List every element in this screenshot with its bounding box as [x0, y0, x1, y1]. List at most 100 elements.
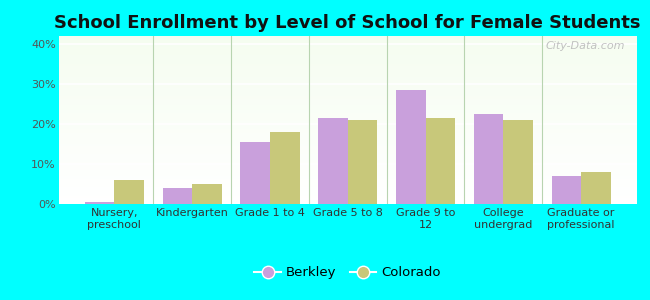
- Text: City-Data.com: City-Data.com: [546, 41, 625, 51]
- Bar: [58, 51, 637, 52]
- Bar: [58, 74, 637, 75]
- Title: School Enrollment by Level of School for Female Students: School Enrollment by Level of School for…: [55, 14, 641, 32]
- Bar: [58, 141, 637, 142]
- Bar: [58, 85, 637, 86]
- Bar: [503, 120, 533, 204]
- Bar: [58, 107, 637, 108]
- Bar: [581, 172, 611, 204]
- Bar: [396, 90, 426, 204]
- Bar: [58, 77, 637, 78]
- Bar: [58, 126, 637, 127]
- Bar: [58, 124, 637, 125]
- Bar: [58, 175, 637, 176]
- Bar: [58, 140, 637, 141]
- Bar: [58, 88, 637, 89]
- Bar: [58, 92, 637, 93]
- Bar: [58, 56, 637, 57]
- Bar: [58, 139, 637, 140]
- Bar: [58, 196, 637, 197]
- Bar: [58, 156, 637, 157]
- Bar: [58, 64, 637, 65]
- Bar: [58, 186, 637, 187]
- Bar: [58, 68, 637, 69]
- Bar: [58, 146, 637, 147]
- Bar: [58, 136, 637, 137]
- Bar: [58, 71, 637, 72]
- Bar: [58, 85, 637, 86]
- Bar: [192, 184, 222, 204]
- Bar: [58, 152, 637, 153]
- Bar: [58, 122, 637, 123]
- Bar: [58, 100, 637, 101]
- Bar: [58, 41, 637, 42]
- Bar: [58, 90, 637, 91]
- Bar: [58, 49, 637, 50]
- Bar: [58, 173, 637, 174]
- Bar: [58, 202, 637, 203]
- Bar: [58, 125, 637, 126]
- Bar: [318, 118, 348, 204]
- Bar: [58, 130, 637, 131]
- Bar: [58, 70, 637, 71]
- Bar: [58, 195, 637, 196]
- Bar: [58, 194, 637, 195]
- Bar: [58, 79, 637, 80]
- Bar: [58, 188, 637, 189]
- Bar: [58, 169, 637, 170]
- Bar: [58, 169, 637, 170]
- Bar: [58, 171, 637, 172]
- Bar: [58, 181, 637, 182]
- Bar: [58, 150, 637, 151]
- Bar: [58, 123, 637, 124]
- Bar: [58, 200, 637, 201]
- Bar: [58, 61, 637, 62]
- Bar: [426, 118, 455, 204]
- Bar: [58, 99, 637, 100]
- Bar: [58, 72, 637, 73]
- Bar: [58, 190, 637, 191]
- Bar: [58, 184, 637, 185]
- Bar: [58, 80, 637, 81]
- Bar: [58, 95, 637, 96]
- Bar: [58, 75, 637, 76]
- Bar: [58, 94, 637, 95]
- Bar: [58, 168, 637, 169]
- Bar: [58, 142, 637, 143]
- Bar: [58, 192, 637, 193]
- Bar: [58, 116, 637, 117]
- Bar: [58, 189, 637, 190]
- Bar: [58, 93, 637, 94]
- Bar: [58, 182, 637, 183]
- Legend: Berkley, Colorado: Berkley, Colorado: [249, 261, 447, 285]
- Bar: [58, 40, 637, 41]
- Bar: [58, 44, 637, 45]
- Bar: [58, 45, 637, 46]
- Bar: [58, 167, 637, 168]
- Bar: [58, 118, 637, 119]
- Bar: [58, 83, 637, 84]
- Bar: [58, 112, 637, 113]
- Bar: [58, 128, 637, 129]
- Bar: [58, 164, 637, 165]
- Bar: [58, 133, 637, 134]
- Bar: [58, 98, 637, 99]
- Bar: [58, 65, 637, 66]
- Bar: [58, 89, 637, 90]
- Bar: [58, 166, 637, 167]
- Bar: [58, 91, 637, 92]
- Bar: [58, 50, 637, 51]
- Bar: [58, 183, 637, 184]
- Bar: [58, 138, 637, 139]
- Bar: [58, 129, 637, 130]
- Bar: [58, 199, 637, 200]
- Bar: [270, 132, 300, 204]
- Bar: [58, 177, 637, 178]
- Bar: [58, 158, 637, 159]
- Bar: [348, 120, 377, 204]
- Bar: [474, 114, 503, 204]
- Bar: [58, 96, 637, 97]
- Bar: [58, 73, 637, 74]
- Bar: [58, 58, 637, 59]
- Bar: [58, 131, 637, 132]
- Bar: [58, 62, 637, 63]
